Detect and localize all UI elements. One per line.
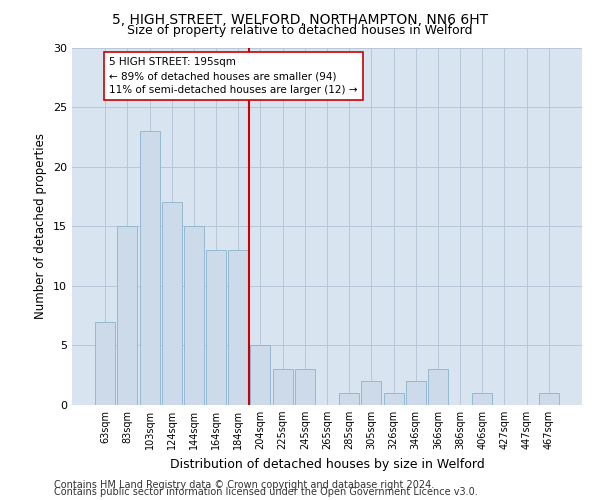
Bar bbox=[295, 369, 315, 405]
Bar bbox=[539, 393, 559, 405]
Bar bbox=[361, 381, 382, 405]
Bar bbox=[228, 250, 248, 405]
Bar bbox=[140, 131, 160, 405]
Bar bbox=[383, 393, 404, 405]
Bar bbox=[95, 322, 115, 405]
Bar bbox=[184, 226, 204, 405]
X-axis label: Distribution of detached houses by size in Welford: Distribution of detached houses by size … bbox=[170, 458, 484, 470]
Bar bbox=[428, 369, 448, 405]
Bar bbox=[406, 381, 426, 405]
Bar bbox=[162, 202, 182, 405]
Bar bbox=[339, 393, 359, 405]
Bar bbox=[206, 250, 226, 405]
Text: 5 HIGH STREET: 195sqm
← 89% of detached houses are smaller (94)
11% of semi-deta: 5 HIGH STREET: 195sqm ← 89% of detached … bbox=[109, 57, 358, 95]
Y-axis label: Number of detached properties: Number of detached properties bbox=[34, 133, 47, 320]
Bar bbox=[272, 369, 293, 405]
Text: Contains public sector information licensed under the Open Government Licence v3: Contains public sector information licen… bbox=[54, 487, 478, 497]
Bar bbox=[250, 346, 271, 405]
Bar bbox=[118, 226, 137, 405]
Text: Contains HM Land Registry data © Crown copyright and database right 2024.: Contains HM Land Registry data © Crown c… bbox=[54, 480, 434, 490]
Text: Size of property relative to detached houses in Welford: Size of property relative to detached ho… bbox=[127, 24, 473, 37]
Text: 5, HIGH STREET, WELFORD, NORTHAMPTON, NN6 6HT: 5, HIGH STREET, WELFORD, NORTHAMPTON, NN… bbox=[112, 12, 488, 26]
Bar bbox=[472, 393, 492, 405]
